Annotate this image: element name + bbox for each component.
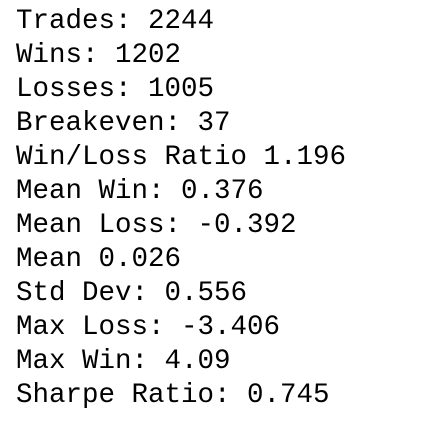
stat-line: Mean 0.026 [16,244,182,275]
stat-line: Mean Win: 0.376 [16,176,264,207]
stat-line: Max Win: 4.09 [16,346,231,377]
stat-line: Mean Loss: -0.392 [16,210,297,241]
stat-line: Breakeven: 37 [16,108,231,139]
stat-line: Sharpe Ratio: 0.745 [16,380,330,411]
stat-line: Win/Loss Ratio 1.196 [16,142,347,173]
stat-line: Max Loss: -3.406 [16,312,281,343]
stat-line: Trades: 2244 [16,6,215,37]
stat-line: Losses: 1005 [16,74,215,105]
stat-line: Wins: 1202 [16,40,182,71]
stat-line: Std Dev: 0.556 [16,278,248,309]
